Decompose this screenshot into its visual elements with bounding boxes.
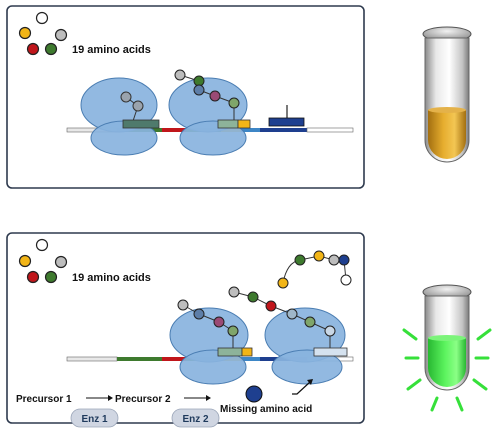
amino-acid-white: [35, 11, 49, 25]
enzyme-2-badge: [171, 408, 220, 428]
precursor-2-label: Precursor 2: [115, 394, 171, 405]
amino-acids-label: 19 amino acids: [72, 44, 151, 56]
missing-amino-acid-label: Missing amino acid: [220, 404, 312, 415]
precursor-1-label: Precursor 1: [16, 394, 72, 405]
missing-amino-acid: Missing amino acid: [220, 379, 313, 415]
ribosome-a: [169, 299, 253, 385]
panel-top: 19 amino acids: [6, 5, 365, 189]
enzyme-2-label: Enz 2: [182, 414, 209, 425]
precursor-pathway: Precursor 1 Precursor 2 Enz 1 Enz 2: [16, 394, 220, 428]
amino-acids-label: 19 amino acids: [72, 272, 151, 284]
ribosome-1: [80, 77, 160, 156]
test-tube-orange: [422, 26, 472, 163]
amino-acid-white: [35, 238, 49, 252]
amino-acid-red: [26, 270, 40, 284]
amino-acid-gray: [54, 28, 68, 42]
trna-blue: [268, 105, 305, 127]
amino-acid-green: [44, 270, 58, 284]
missing-amino-acid-marker: [245, 385, 263, 403]
peptide-chain: [277, 250, 352, 289]
glow-rays: [402, 328, 492, 412]
test-tube-green-glowing: [402, 284, 492, 412]
panel-bottom: 19 amino acids: [6, 232, 365, 428]
amino-acid-red: [26, 42, 40, 56]
ribosome-2: [168, 69, 251, 156]
amino-acid-yellow: [18, 254, 32, 268]
enzyme-1-label: Enz 1: [81, 414, 108, 425]
enzyme-1-badge: [70, 408, 119, 428]
amino-acid-yellow: [18, 26, 32, 40]
ribosome-b: [228, 286, 348, 385]
amino-acid-gray: [54, 255, 68, 269]
amino-acid-green: [44, 42, 58, 56]
